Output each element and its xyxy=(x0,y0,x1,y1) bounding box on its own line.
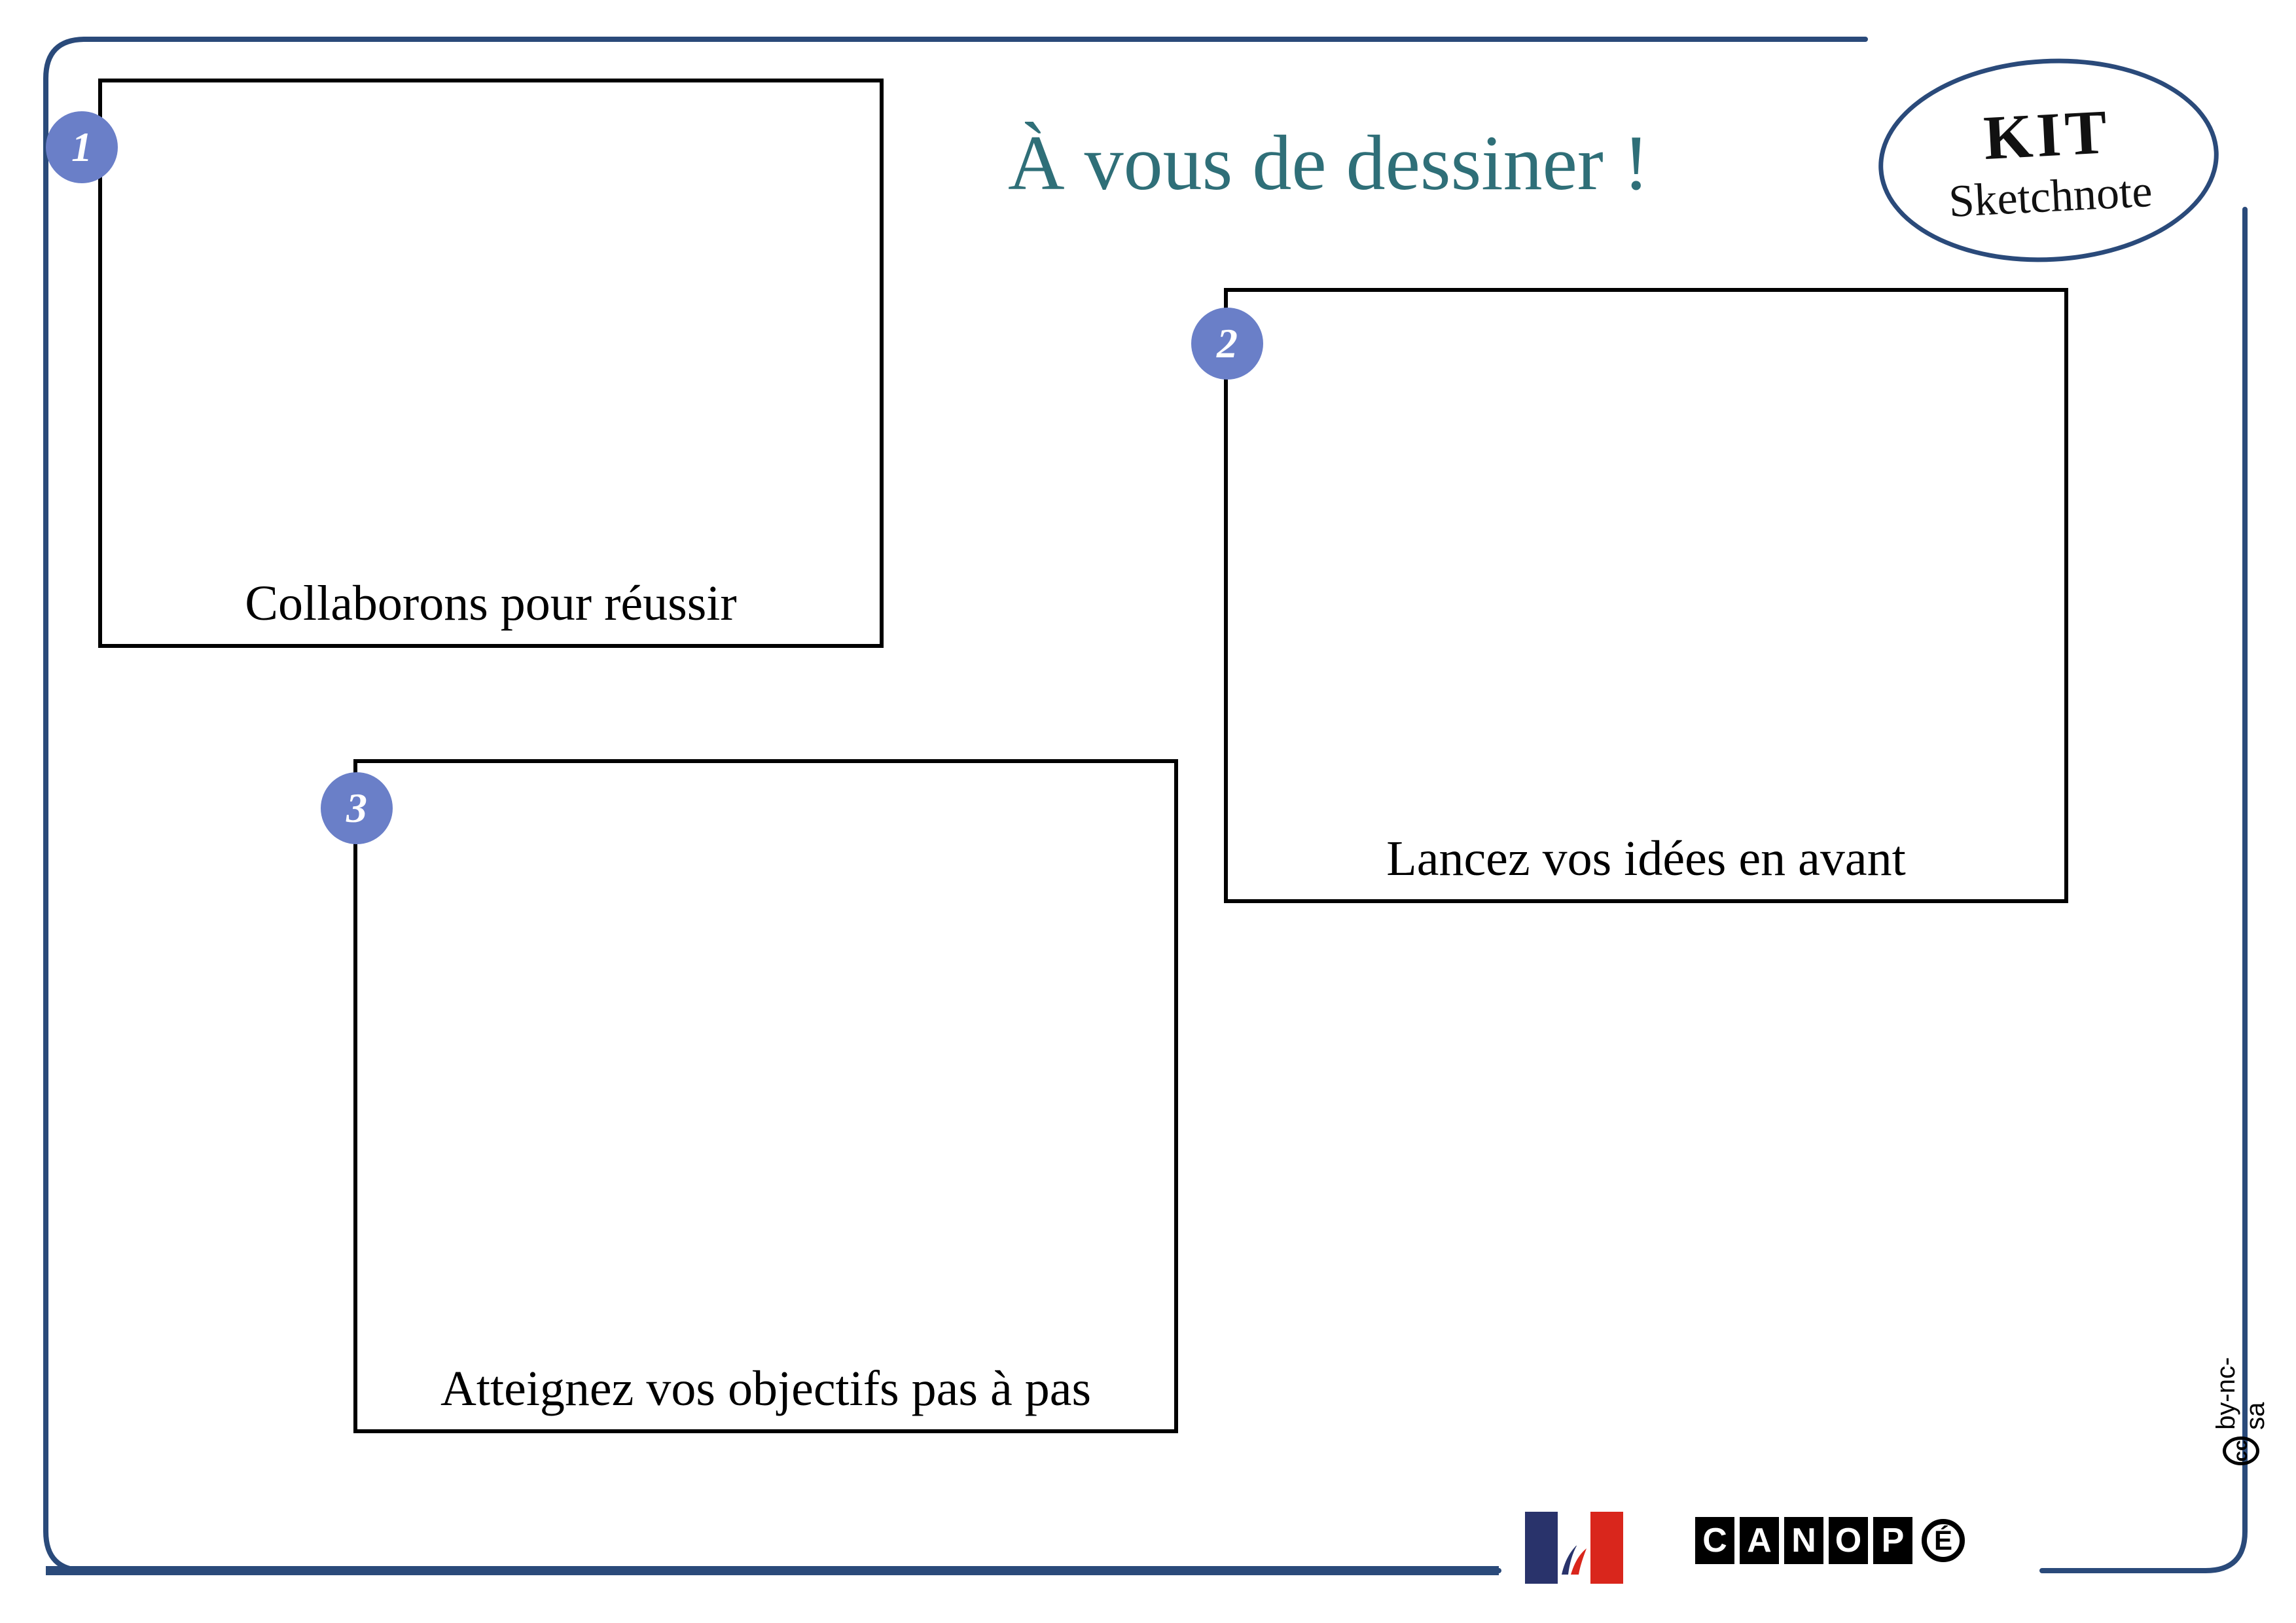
box-caption: Lancez vos idées en avant xyxy=(1228,830,2064,887)
cc-license: cc by-nc-sa xyxy=(2212,1355,2270,1465)
canope-logo: CANOPÉ xyxy=(1695,1517,1965,1564)
flag-blue-bar xyxy=(1525,1512,1558,1584)
canope-letter: C xyxy=(1695,1517,1734,1564)
box-caption: Atteignez vos objectifs pas à pas xyxy=(357,1361,1174,1418)
box-number: 1 xyxy=(71,123,92,171)
cc-icon: cc xyxy=(2223,1436,2259,1465)
box-caption: Collaborons pour réussir xyxy=(102,575,880,632)
canope-letter: A xyxy=(1740,1517,1779,1564)
box-number: 3 xyxy=(346,784,367,832)
page-title: À vous de dessiner ! xyxy=(1008,118,1649,208)
flag-red-bar xyxy=(1590,1512,1623,1584)
box-number-badge: 2 xyxy=(1191,308,1263,380)
badge-subtitle: Sketchnote xyxy=(1947,165,2153,228)
box-number-badge: 3 xyxy=(321,772,393,844)
flag-white-bar xyxy=(1558,1512,1590,1584)
kit-sketchnote-badge: KIT Sketchnote xyxy=(1873,50,2224,271)
canope-letter: P xyxy=(1873,1517,1912,1564)
footer-band xyxy=(46,1566,1499,1575)
badge-title: KIT xyxy=(1982,95,2113,174)
box-number: 2 xyxy=(1217,319,1238,368)
canope-accent-e: É xyxy=(1922,1519,1965,1562)
canope-letter: N xyxy=(1784,1517,1823,1564)
draw-box-1: Collaborons pour réussir xyxy=(98,79,884,648)
draw-box-2: Lancez vos idées en avant xyxy=(1224,288,2068,903)
gov-fr-logo xyxy=(1525,1512,1623,1584)
canope-letter: O xyxy=(1829,1517,1868,1564)
cc-label: by-nc-sa xyxy=(2212,1355,2270,1430)
box-number-badge: 1 xyxy=(46,111,118,183)
draw-box-3: Atteignez vos objectifs pas à pas xyxy=(353,759,1178,1433)
